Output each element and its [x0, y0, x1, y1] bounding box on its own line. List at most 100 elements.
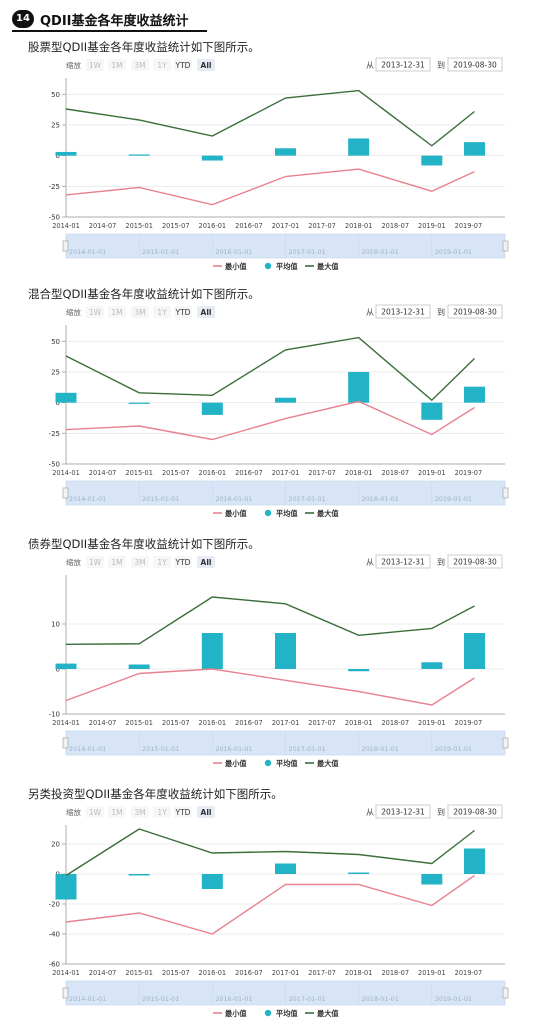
navigator[interactable]: 2014-01-01 2015-01-01 2016-01-01 2017-01-01…	[62, 980, 509, 1006]
legend-avg-marker	[264, 262, 272, 270]
legend-item[interactable]: 平均值	[264, 509, 299, 518]
zoom-button-bg	[131, 59, 149, 71]
zoom-button-1m[interactable]: 1M	[108, 59, 126, 71]
to-date-input[interactable]	[447, 804, 503, 819]
legend-item[interactable]: 平均值	[264, 759, 299, 768]
navigator-right-handle[interactable]	[502, 240, 509, 252]
avg-bar	[348, 138, 370, 156]
range-toolbar: 缩放 1W 1M 3M 1Y YTD All 从 2013-12-31 到 2019-08-30	[66, 554, 503, 569]
legend-item[interactable]: 最小值	[213, 1009, 247, 1018]
zoom-button-1w[interactable]: 1W	[86, 59, 104, 71]
bond-qdii-chart: 缩放 1W 1M 3M 1Y YTD All 从 2013-12-31 到 2019-08-30 10…	[49, 554, 509, 768]
zoom-button-all[interactable]: All	[197, 306, 215, 318]
navigator-left-handle[interactable]	[62, 240, 69, 252]
zoom-button-label: 1Y	[157, 808, 167, 817]
zoom-button-1y[interactable]: 1Y	[153, 556, 171, 568]
zoom-button-bg	[174, 306, 192, 318]
x-tick-label: 2015-07	[162, 719, 190, 727]
x-tick-label: 2014-07	[89, 222, 117, 230]
avg-bar	[128, 154, 150, 156]
zoom-button-3m[interactable]: 3M	[131, 806, 149, 818]
navigator-label: 2019-01-01	[435, 995, 472, 1003]
to-date-input[interactable]	[447, 554, 503, 569]
zoom-button-1y[interactable]: 1Y	[153, 306, 171, 318]
zoom-button-1w[interactable]: 1W	[86, 306, 104, 318]
zoom-button-1m[interactable]: 1M	[108, 556, 126, 568]
navigator[interactable]: 2014-01-01 2015-01-01 2016-01-01 2017-01-01…	[62, 233, 509, 259]
from-date-input[interactable]	[375, 304, 431, 319]
to-date-input[interactable]	[447, 304, 503, 319]
zoom-button-ytd[interactable]: YTD	[174, 59, 192, 71]
navigator-left-handle[interactable]	[62, 487, 69, 499]
zoom-button-3m[interactable]: 3M	[131, 59, 149, 71]
max-line	[65, 336, 475, 402]
zoom-button-all[interactable]: All	[197, 59, 215, 71]
legend-item[interactable]: 平均值	[264, 262, 299, 271]
x-tick-label: 2015-07	[162, 969, 190, 977]
navigator-label: 2016-01-01	[215, 495, 252, 503]
x-tick-label: 2017-01	[272, 222, 300, 230]
chart-legend: 最小值 平均值 最大值	[213, 759, 339, 768]
zoom-button-1y[interactable]: 1Y	[153, 59, 171, 71]
zoom-button-bg	[153, 806, 171, 818]
legend-label: 最大值	[317, 262, 339, 271]
to-date-input[interactable]	[447, 57, 503, 72]
zoom-button-bg	[174, 556, 192, 568]
zoom-button-label: 1M	[111, 808, 122, 817]
zoom-button-all[interactable]: All	[197, 806, 215, 818]
x-tick-label: 2019-01	[418, 469, 446, 477]
navigator-label: 2015-01-01	[142, 745, 179, 753]
y-tick-label: 50	[51, 338, 60, 346]
zoom-button-1w[interactable]: 1W	[86, 806, 104, 818]
zoom-button-3m[interactable]: 3M	[131, 556, 149, 568]
zoom-button-ytd[interactable]: YTD	[174, 556, 192, 568]
chart-legend: 最小值 平均值 最大值	[213, 1009, 339, 1018]
zoom-button-bg	[153, 556, 171, 568]
x-tick-label: 2019-01	[418, 969, 446, 977]
x-tick-label: 2019-07	[455, 222, 483, 230]
x-tick-label: 2016-01	[199, 469, 227, 477]
navigator-label: 2016-01-01	[215, 745, 252, 753]
legend-item[interactable]: 最小值	[213, 509, 247, 518]
avg-bar	[55, 151, 77, 156]
y-tick-label: 0	[56, 152, 60, 160]
navigator-right-handle[interactable]	[502, 487, 509, 499]
from-date-input[interactable]	[375, 554, 431, 569]
from-date-input[interactable]	[375, 804, 431, 819]
legend-item[interactable]: 最大值	[305, 759, 339, 768]
navigator[interactable]: 2014-01-01 2015-01-01 2016-01-01 2017-01-01…	[62, 730, 509, 756]
navigator-left-handle[interactable]	[62, 987, 69, 999]
navigator-right-handle[interactable]	[502, 737, 509, 749]
navigator-right-handle[interactable]	[502, 987, 509, 999]
navigator-label: 2014-01-01	[69, 995, 106, 1003]
to-date-value: 2019-08-30	[453, 808, 497, 817]
navigator-label: 2015-01-01	[142, 995, 179, 1003]
from-label: 从	[366, 308, 374, 317]
x-tick-label: 2017-07	[308, 469, 336, 477]
zoom-button-label: 1Y	[157, 558, 167, 567]
zoom-button-1w[interactable]: 1W	[86, 556, 104, 568]
zoom-button-1m[interactable]: 1M	[108, 806, 126, 818]
legend-item[interactable]: 最大值	[305, 1009, 339, 1018]
zoom-button-all[interactable]: All	[197, 556, 215, 568]
zoom-button-bg	[174, 806, 192, 818]
zoom-button-3m[interactable]: 3M	[131, 306, 149, 318]
legend-item[interactable]: 最小值	[213, 759, 247, 768]
zoom-button-1m[interactable]: 1M	[108, 306, 126, 318]
navigator-left-handle[interactable]	[62, 737, 69, 749]
zoom-button-1y[interactable]: 1Y	[153, 806, 171, 818]
navigator[interactable]: 2014-01-01 2015-01-01 2016-01-01 2017-01-01…	[62, 480, 509, 506]
zoom-button-ytd[interactable]: YTD	[174, 806, 192, 818]
legend-item[interactable]: 最小值	[213, 262, 247, 271]
zoom-button-label: 1W	[89, 61, 102, 70]
x-tick-label: 2015-01	[125, 469, 153, 477]
legend-item[interactable]: 最大值	[305, 262, 339, 271]
y-tick-label: 0	[56, 399, 60, 407]
from-date-input[interactable]	[375, 57, 431, 72]
avg-bar	[421, 662, 443, 669]
chart-legend: 最小值 平均值 最大值	[213, 262, 339, 271]
legend-item[interactable]: 最大值	[305, 509, 339, 518]
zoom-button-ytd[interactable]: YTD	[174, 306, 192, 318]
legend-item[interactable]: 平均值	[264, 1009, 299, 1018]
